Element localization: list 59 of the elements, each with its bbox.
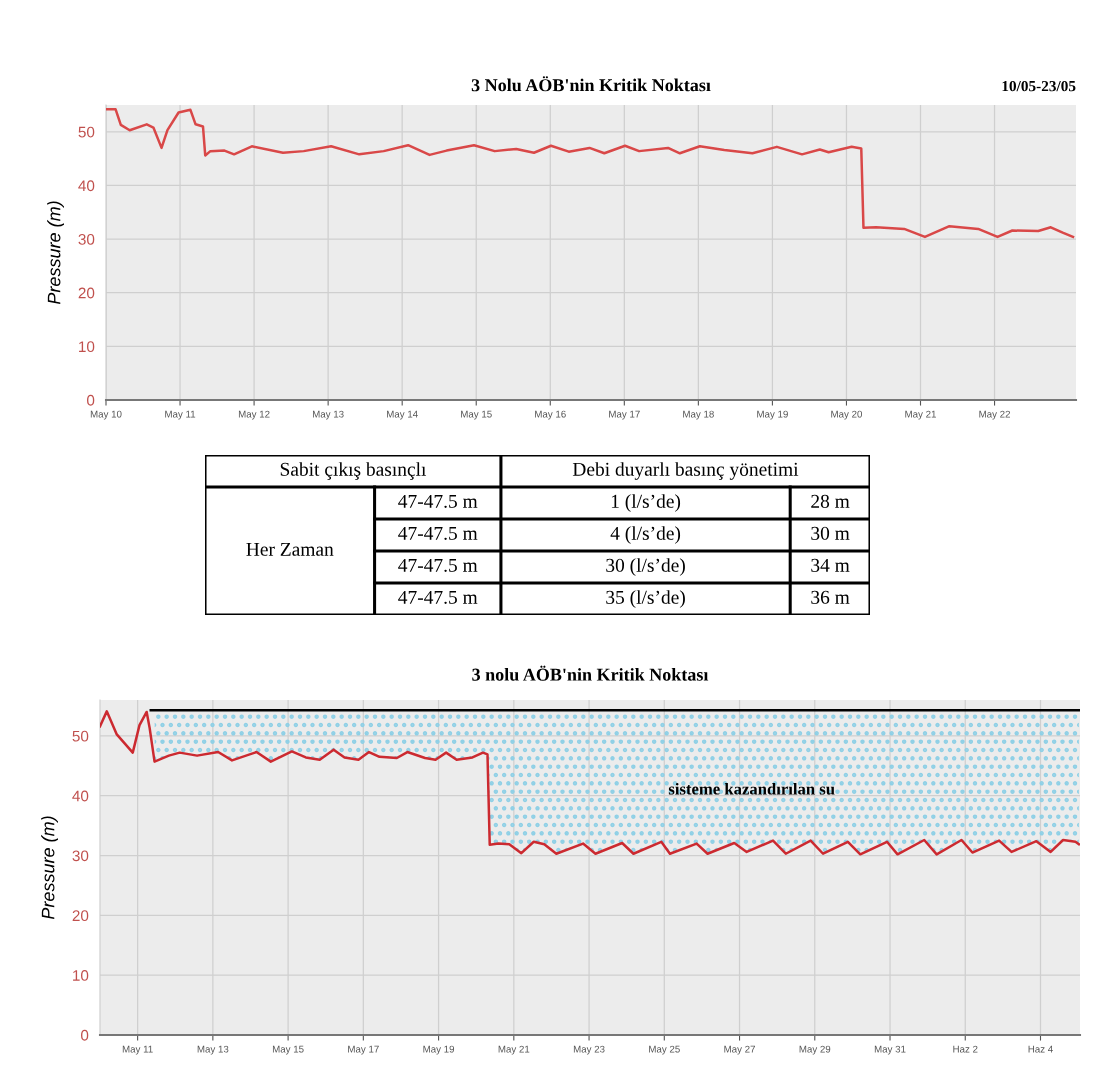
text: Her Zaman — [246, 542, 334, 556]
y-tick-label: 30 — [78, 233, 95, 245]
y-tick-label: 0 — [80, 1029, 89, 1041]
y-tick-label: 10 — [79, 341, 95, 353]
x-tick-label: May 17 — [348, 1045, 379, 1055]
x-tick-label: May 15 — [461, 410, 492, 420]
text: 30 (l/s’de) — [606, 558, 685, 576]
x-tick-label: May 13 — [197, 1045, 229, 1055]
x-tick-label: May 29 — [799, 1045, 831, 1055]
x-tick-label: May 31 — [874, 1045, 906, 1055]
y-tick-label: 40 — [72, 790, 89, 802]
x-tick-label: May 15 — [272, 1045, 304, 1055]
x-tick-label: May 14 — [387, 410, 418, 420]
text: 47-47.5 m — [398, 558, 478, 572]
text: 35 (l/s’de) — [606, 590, 685, 608]
y-tick-label: 40 — [78, 180, 95, 192]
text: Sabit çıkış basınçlı — [280, 462, 427, 480]
x-tick-label: May 17 — [609, 410, 640, 420]
x-tick-label: May 18 — [683, 410, 714, 420]
text: 28 m — [811, 494, 850, 508]
x-tick-label: May 19 — [423, 1045, 455, 1055]
x-tick-label: Haz 4 — [1028, 1045, 1053, 1053]
text: 1 (l/s’de) — [611, 494, 681, 512]
y-tick-label: 30 — [72, 850, 89, 862]
x-tick-label: May 25 — [649, 1045, 680, 1055]
x-tick-label: May 23 — [573, 1045, 605, 1055]
y-tick-label: 20 — [78, 287, 95, 299]
y-tick-label: 50 — [78, 126, 95, 138]
y-tick-label: 50 — [72, 730, 89, 742]
x-tick-label: May 16 — [535, 410, 566, 420]
chart-title: 3 nolu AÖB'nin Kritik Noktası — [472, 665, 709, 681]
text: 47-47.5 m — [398, 494, 478, 508]
x-tick-label: May 11 — [122, 1045, 153, 1055]
text: 4 (l/s’de) — [610, 526, 681, 544]
text: 36 m — [811, 590, 850, 604]
text: 34 m — [811, 558, 850, 572]
x-tick-label: May 13 — [313, 410, 344, 420]
y-tick-label: 20 — [72, 910, 89, 922]
chart-subtitle: 10/05-23/05 — [1002, 80, 1076, 92]
x-tick-label: May 22 — [979, 410, 1010, 420]
band-label: sisteme kazandırılan su — [668, 782, 835, 795]
y-axis-title: Pressure (m) — [47, 201, 64, 305]
text: Debi duyarlı basınç yönetimi — [572, 462, 799, 480]
y-tick-label: 10 — [73, 970, 89, 981]
x-tick-label: May 21 — [498, 1045, 530, 1055]
y-axis-title: Pressure (m) — [41, 816, 58, 920]
x-tick-label: May 12 — [238, 410, 270, 420]
x-tick-label: May 21 — [905, 410, 936, 420]
x-tick-label: May 10 — [90, 410, 122, 420]
text: 47-47.5 m — [398, 590, 478, 604]
x-tick-label: May 27 — [724, 1045, 755, 1055]
text: 30 m — [811, 526, 850, 540]
y-tick-label: 0 — [86, 394, 95, 406]
chart-title: 3 Nolu AÖB'nin Kritik Noktası — [471, 76, 711, 92]
x-tick-label: Haz 2 — [953, 1045, 978, 1053]
x-tick-label: May 20 — [831, 410, 863, 420]
x-tick-label: May 11 — [165, 410, 196, 420]
x-tick-label: May 19 — [757, 410, 788, 420]
text: 47-47.5 m — [398, 526, 478, 540]
